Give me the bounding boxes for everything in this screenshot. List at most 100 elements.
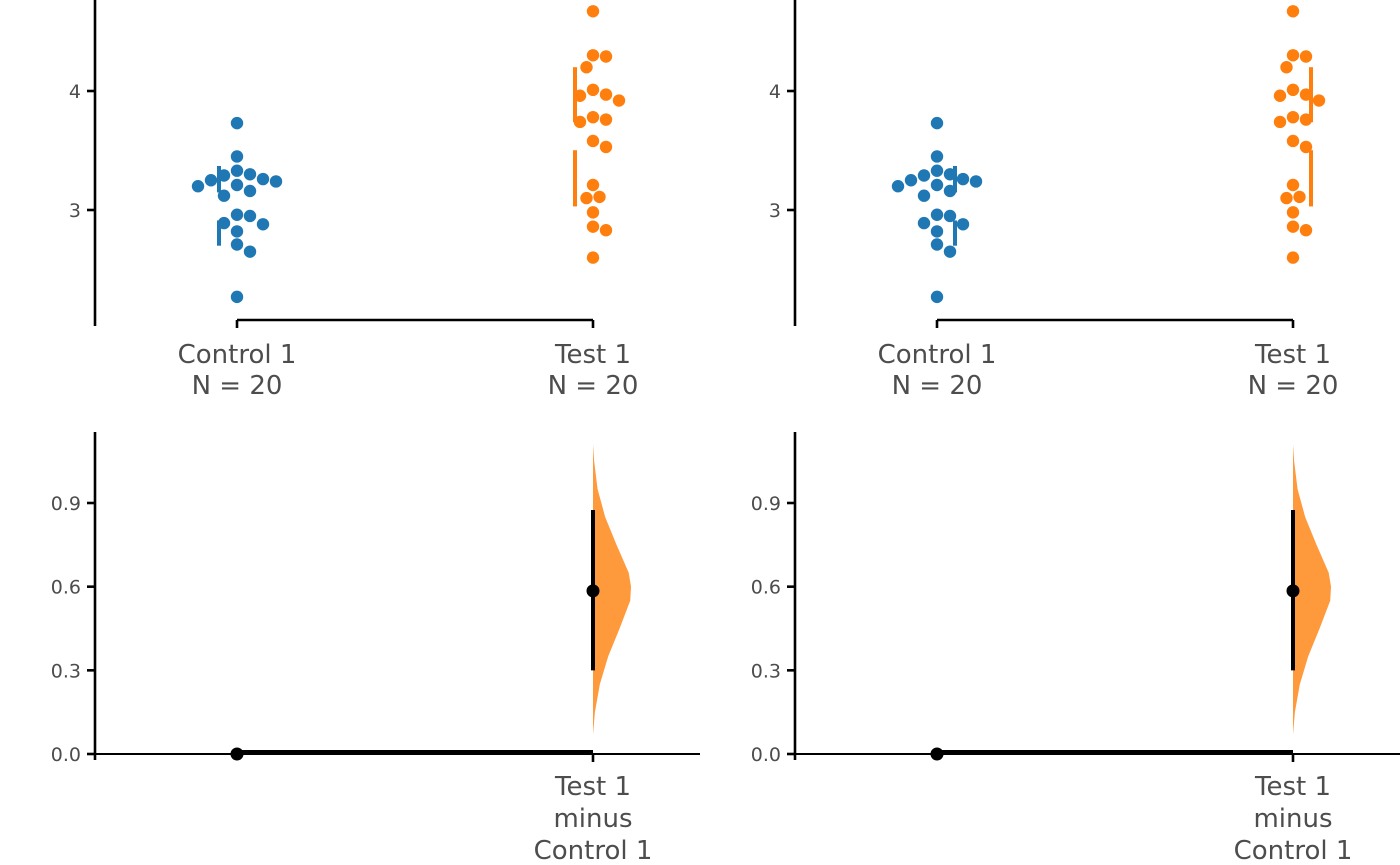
data-point [1286, 134, 1300, 148]
data-point [230, 238, 244, 251]
x-category-label: Test 1 [554, 340, 631, 370]
data-point [599, 224, 613, 237]
data-point [580, 191, 593, 205]
y-tick-label: 0.0 [751, 744, 781, 766]
x-delta-label: Test 1 [554, 772, 631, 802]
data-point [243, 209, 257, 223]
data-point [599, 50, 613, 63]
data-point [204, 174, 218, 187]
x-delta-label: minus [553, 804, 632, 834]
data-point [930, 150, 944, 163]
data-point [1286, 251, 1300, 264]
data-point [586, 49, 600, 62]
data-point [943, 209, 957, 223]
data-point [1293, 190, 1306, 204]
data-point [1299, 50, 1313, 63]
x-delta-label: Control 1 [534, 836, 653, 865]
data-point [930, 225, 944, 238]
x-category-label: N = 20 [192, 371, 283, 401]
data-point [230, 178, 244, 192]
data-point [599, 113, 613, 126]
y-tick-label: 4 [769, 81, 781, 103]
y-tick-label: 0.3 [51, 660, 81, 682]
data-point [217, 189, 231, 202]
data-point [586, 134, 600, 148]
data-point [586, 206, 600, 219]
x-category-label: Control 1 [178, 340, 297, 370]
reference-point [230, 747, 244, 761]
data-point [917, 216, 931, 230]
x-delta-label: Test 1 [1254, 772, 1331, 802]
y-tick-label: 0.0 [51, 744, 81, 766]
y-tick-label: 0.9 [751, 493, 781, 515]
x-category-label: N = 20 [1248, 371, 1339, 401]
data-point [586, 5, 600, 18]
data-point [586, 110, 600, 124]
data-point [1286, 110, 1300, 124]
data-point [917, 169, 931, 182]
x-category-label: Test 1 [1254, 340, 1331, 370]
effect-size-point [586, 584, 600, 598]
data-point [1273, 115, 1287, 129]
data-point [230, 225, 244, 238]
x-delta-label: minus [1253, 804, 1332, 834]
data-point [1299, 140, 1313, 154]
data-point [230, 150, 244, 163]
data-point [1280, 191, 1293, 205]
data-point [956, 172, 970, 186]
data-point [586, 220, 600, 233]
data-point [243, 245, 257, 258]
data-point [256, 218, 270, 231]
data-point [230, 116, 244, 130]
y-tick-label: 0.6 [751, 577, 781, 599]
data-point [969, 175, 983, 188]
y-tick-label: 4 [69, 81, 81, 103]
data-point [599, 140, 613, 154]
data-point [1286, 220, 1300, 233]
data-point [956, 218, 970, 231]
data-point [586, 83, 600, 97]
data-point [891, 180, 905, 193]
data-point [612, 94, 626, 107]
data-point [930, 208, 944, 221]
data-point [943, 245, 957, 258]
data-point [1286, 206, 1300, 219]
reference-point [930, 747, 944, 761]
x-category-label: Control 1 [878, 340, 997, 370]
y-tick-label: 0.6 [51, 577, 81, 599]
y-tick-label: 3 [69, 200, 81, 222]
data-point [1286, 83, 1300, 97]
data-point [930, 238, 944, 251]
y-tick-label: 0.3 [751, 660, 781, 682]
x-delta-label: Control 1 [1234, 836, 1353, 865]
bootstrap-distribution [1293, 444, 1331, 735]
data-point [599, 88, 613, 101]
data-point [917, 189, 931, 202]
data-point [1286, 178, 1300, 192]
y-tick-label: 3 [769, 200, 781, 222]
data-point [1286, 5, 1300, 18]
data-point [930, 178, 944, 192]
data-point [269, 175, 283, 188]
x-category-label: N = 20 [548, 371, 639, 401]
x-category-label: N = 20 [892, 371, 983, 401]
data-point [256, 172, 270, 186]
y-tick-label: 0.9 [51, 493, 81, 515]
data-point [930, 116, 944, 130]
data-point [243, 168, 257, 181]
data-point [230, 164, 244, 177]
data-point [930, 290, 944, 304]
data-point [1299, 224, 1313, 237]
data-point [230, 290, 244, 304]
data-point [930, 164, 944, 177]
data-point [1312, 94, 1326, 107]
data-point [580, 60, 593, 74]
data-point [1280, 60, 1293, 74]
data-point [593, 190, 606, 204]
data-point [1273, 89, 1287, 102]
effect-size-point [1286, 584, 1300, 598]
